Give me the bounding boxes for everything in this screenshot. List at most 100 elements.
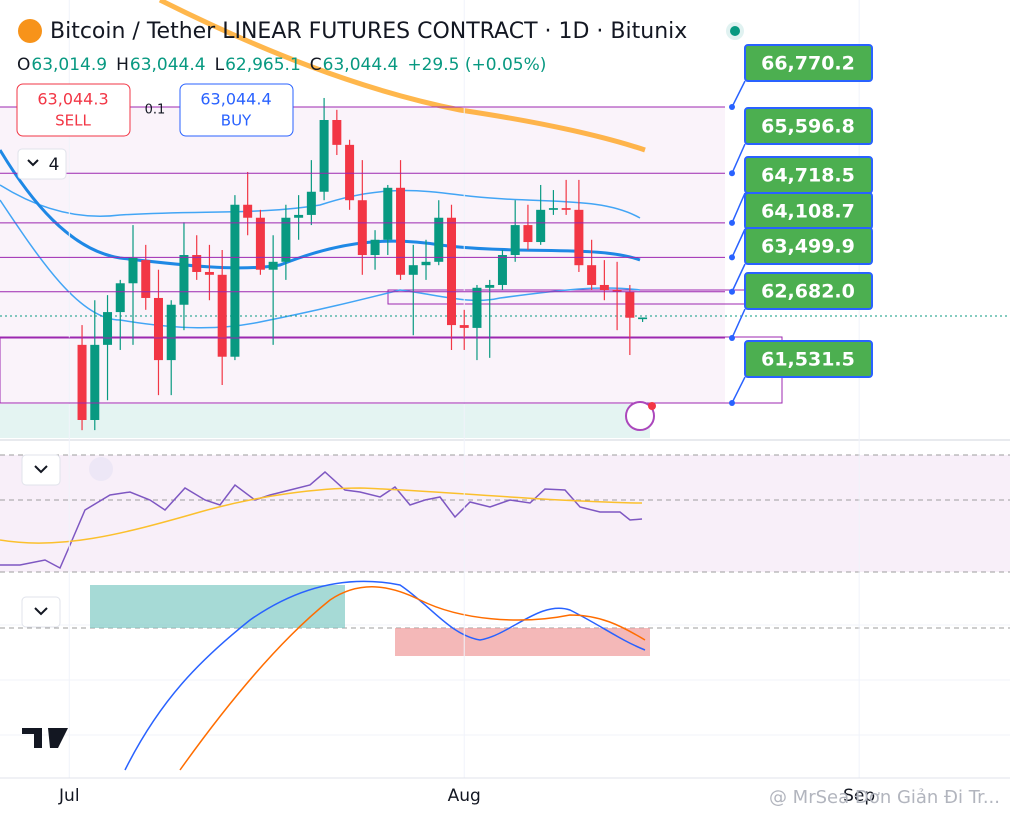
- level-label: 64,108.7: [761, 201, 855, 223]
- level-label-box: [744, 107, 873, 145]
- candle-body: [625, 291, 635, 318]
- macd-line: [124, 580, 646, 771]
- ohlc-key: L: [215, 55, 225, 75]
- candle-body: [587, 265, 597, 285]
- candle-body: [345, 144, 355, 201]
- candle-body: [485, 284, 495, 288]
- candle-body: [599, 284, 609, 291]
- level-anchor: [729, 170, 735, 177]
- indicators-toggle[interactable]: [17, 148, 67, 180]
- pane-toggle[interactable]: [21, 596, 61, 628]
- bb-upper: [0, 184, 641, 219]
- candle-body: [294, 214, 304, 218]
- spread: 0.1: [145, 103, 166, 118]
- candle-body: [612, 290, 622, 292]
- candle-body: [561, 208, 571, 210]
- candle-body: [383, 187, 393, 240]
- level-label: 62,682.0: [761, 281, 855, 303]
- indicators-count: 4: [49, 155, 60, 175]
- candle-body: [230, 204, 240, 357]
- candle-body: [204, 271, 214, 275]
- sell-price: 63,044.3: [37, 90, 108, 109]
- ohlc-value: 63,044.4: [130, 55, 206, 75]
- candle-body: [141, 260, 151, 298]
- level-label: 65,596.8: [761, 116, 855, 138]
- candle-body: [370, 239, 380, 256]
- candle-body: [548, 208, 558, 210]
- candle-body: [638, 317, 648, 320]
- ohlc-value: 63,014.9: [31, 55, 107, 75]
- ohlc: O 63,014.9 H 63,044.4 L 62,965.1 C 63,044.4 +29.…: [17, 55, 546, 75]
- ohlc-value: 63,044.4: [323, 55, 399, 75]
- alert-icon[interactable]: [625, 401, 655, 431]
- x-tick-label: Sep: [843, 786, 875, 806]
- ohlc-key: C: [310, 55, 322, 75]
- level-label: 61,531.5: [761, 349, 855, 371]
- level-connector: [731, 192, 746, 224]
- candle-body: [421, 261, 431, 266]
- macd-hist: [395, 628, 650, 656]
- level-label-box: [744, 227, 873, 265]
- chart-title: Bitcoin / Tether LINEAR FUTURES CONTRACT…: [50, 19, 687, 44]
- level-connector: [731, 263, 746, 293]
- candle-body: [408, 265, 418, 275]
- candle-body: [115, 283, 125, 313]
- alert-dot: [648, 402, 656, 410]
- pane-toggle[interactable]: [21, 454, 61, 486]
- buy-button[interactable]: [179, 83, 294, 137]
- level-anchor: [729, 334, 735, 341]
- level-label: 66,770.2: [761, 53, 855, 75]
- level-label-box: [744, 272, 873, 310]
- candle-body: [319, 119, 329, 192]
- level-anchor: [729, 288, 735, 295]
- macd-signal: [179, 586, 646, 771]
- x-tick-label: Jul: [58, 786, 80, 806]
- candle-body: [153, 297, 163, 361]
- chevron: [34, 465, 48, 474]
- candle-body: [357, 200, 367, 256]
- candle-body: [268, 261, 278, 270]
- level-anchor: [729, 254, 735, 261]
- ohlc-key: O: [17, 55, 30, 75]
- candle-body: [523, 225, 533, 243]
- candle-body: [497, 255, 507, 285]
- candle-body: [281, 217, 291, 262]
- candle-body: [179, 255, 189, 305]
- candle-body: [128, 257, 138, 284]
- candle-body: [510, 225, 520, 256]
- candle-body: [396, 187, 406, 275]
- level-anchor: [729, 219, 735, 226]
- x-tick-label: Aug: [448, 786, 481, 806]
- candle-body: [166, 304, 176, 361]
- chevron: [34, 607, 48, 616]
- candle-body: [77, 344, 87, 420]
- sell-button[interactable]: [16, 83, 131, 137]
- volume-band: [0, 404, 650, 438]
- candle-body: [574, 209, 584, 266]
- tv-logo: [22, 728, 68, 748]
- candle-body: [255, 217, 265, 270]
- reload-icon[interactable]: [89, 457, 113, 481]
- level-label: 64,718.5: [761, 165, 855, 187]
- candle-body: [536, 209, 546, 243]
- coin-icon: [18, 19, 42, 43]
- ohlc-change: +29.5 (+0.05%): [407, 55, 546, 75]
- level-label-box: [744, 44, 873, 82]
- status-dot: [730, 26, 740, 36]
- watermark: @ MrSea Đơn Giản Đi Tr...: [769, 787, 1000, 808]
- candle-body: [472, 287, 482, 328]
- level-label: 63,499.9: [761, 236, 855, 258]
- candle-body: [243, 204, 253, 218]
- candle-body: [459, 325, 469, 328]
- candle-body: [446, 217, 456, 326]
- level-connector: [731, 80, 746, 108]
- level-anchor: [729, 103, 735, 110]
- level-connector: [731, 228, 746, 258]
- candle-body: [332, 119, 342, 145]
- candle-body: [192, 255, 202, 272]
- buy-price: 63,044.4: [200, 90, 271, 109]
- candle-body: [103, 312, 113, 345]
- chevron: [27, 159, 39, 167]
- level-connector: [731, 308, 746, 339]
